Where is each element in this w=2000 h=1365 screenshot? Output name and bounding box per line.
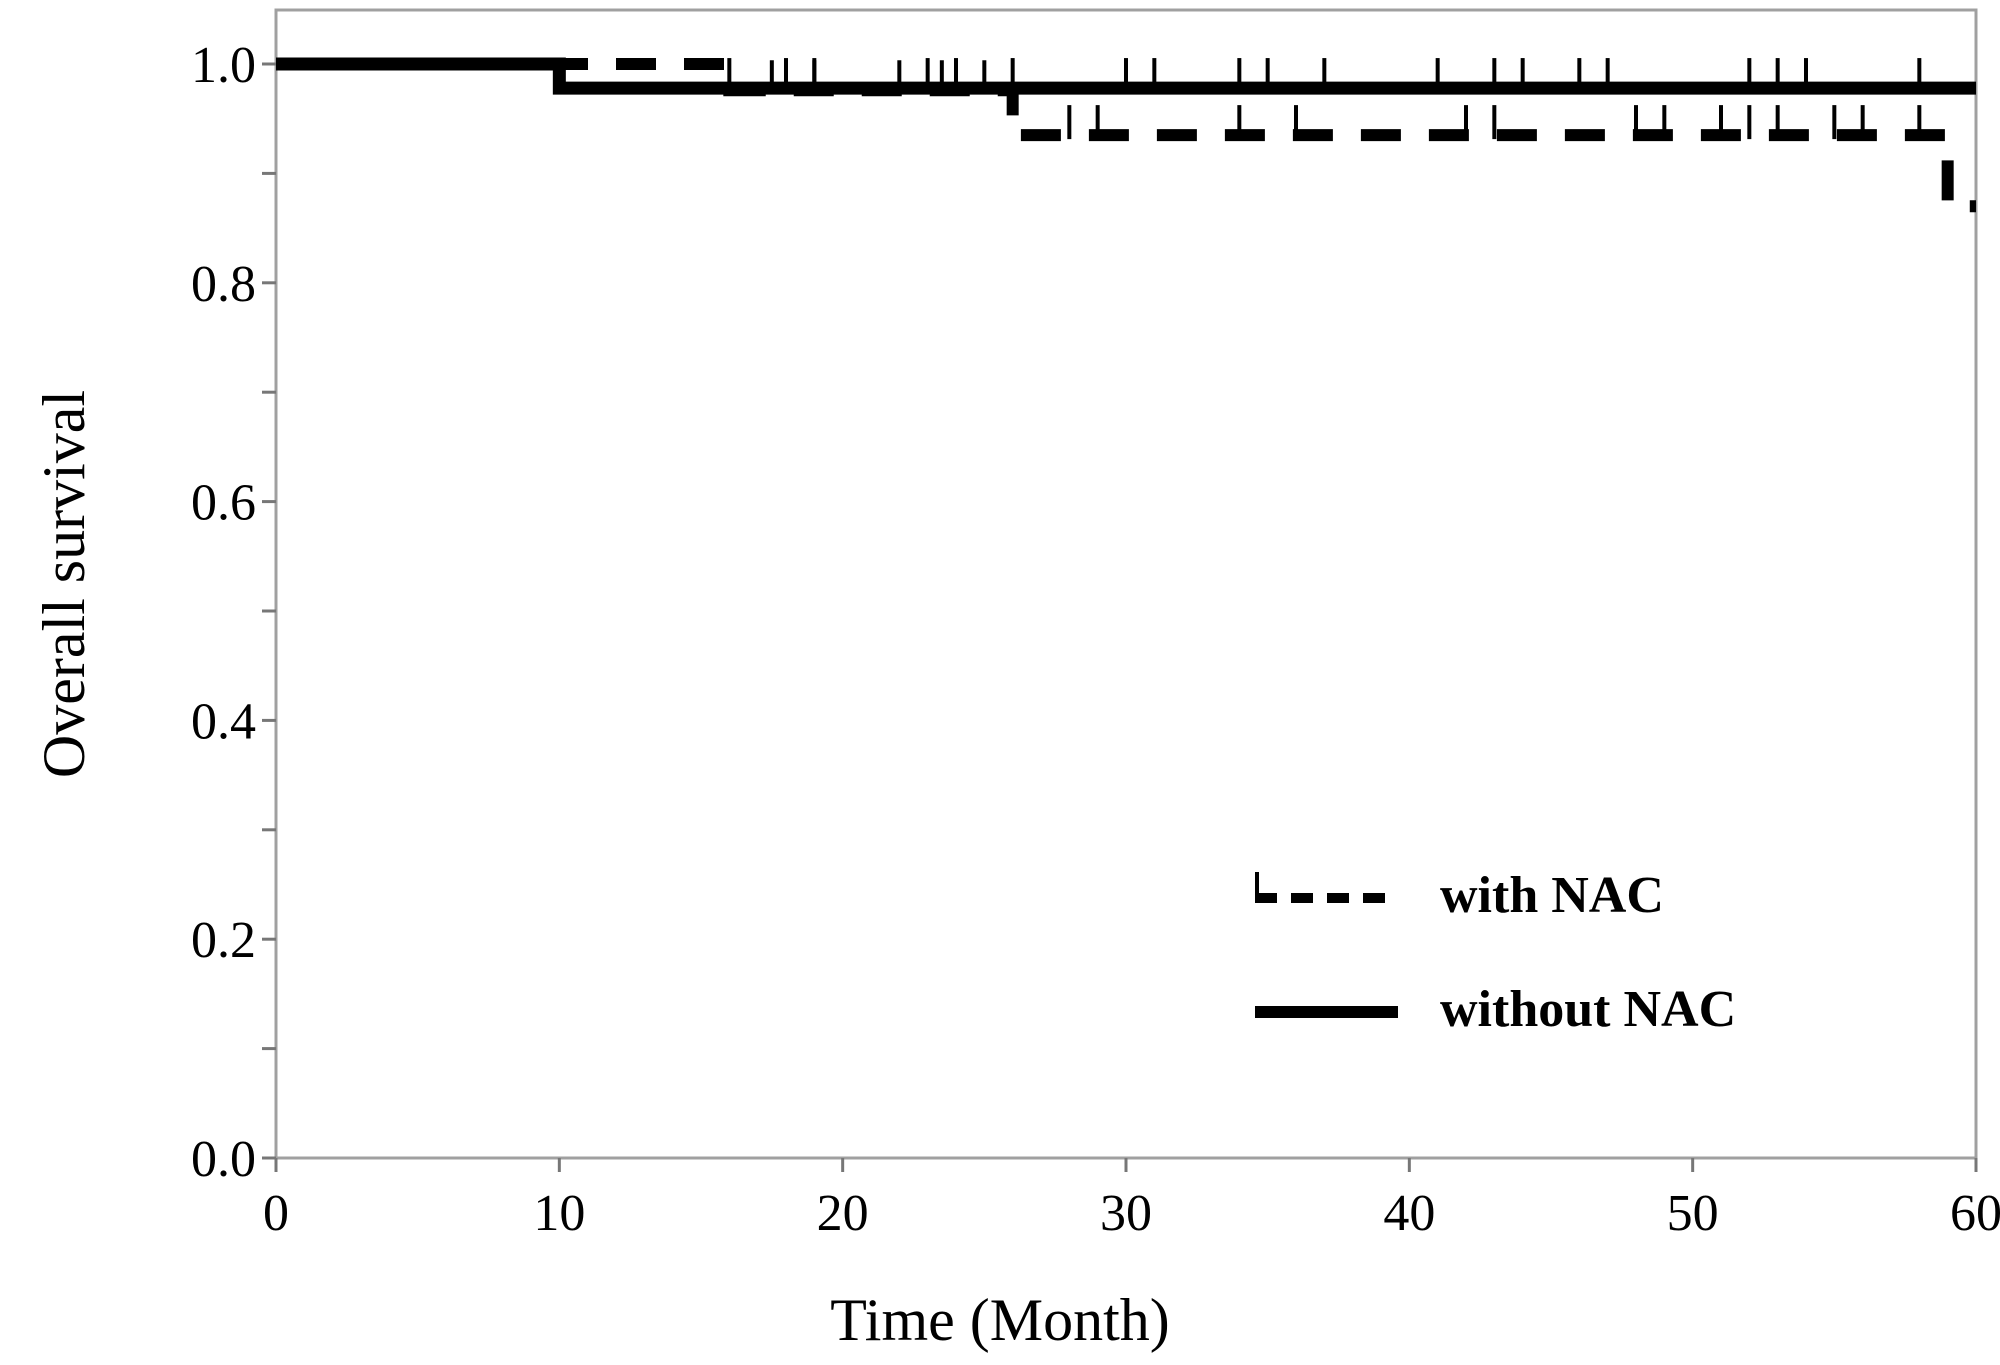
series-layer — [276, 57, 1976, 213]
y-axis-title: Overall survival — [31, 390, 97, 778]
x-tick-label: 0 — [263, 1185, 289, 1242]
y-tick-label: 0.4 — [191, 693, 256, 750]
x-tick-label: 50 — [1667, 1185, 1719, 1242]
y-tick-label: 0.6 — [191, 475, 256, 532]
series-with-nac-line — [276, 58, 1976, 213]
x-axis-title: Time (Month) — [830, 1287, 1170, 1353]
x-tick-label: 30 — [1100, 1185, 1152, 1242]
y-tick-label: 0.8 — [191, 256, 256, 313]
x-tick-label: 60 — [1950, 1185, 2000, 1242]
y-tick-label: 1.0 — [191, 37, 256, 94]
x-tick-label: 10 — [533, 1185, 585, 1242]
axes: 0 10 20 30 40 50 60 0.0 0.2 0.4 0.6 0.8 1.0 — [191, 37, 2000, 1242]
x-tick-label: 20 — [817, 1185, 869, 1242]
legend: with NAC without NAC — [1255, 867, 1736, 1038]
legend-label-with-nac: with NAC — [1440, 867, 1664, 924]
y-tick-label: 0.0 — [191, 1131, 256, 1188]
legend-label-without-nac: without NAC — [1440, 981, 1736, 1038]
x-tick-label: 40 — [1383, 1185, 1435, 1242]
y-tick-label: 0.2 — [191, 912, 256, 969]
